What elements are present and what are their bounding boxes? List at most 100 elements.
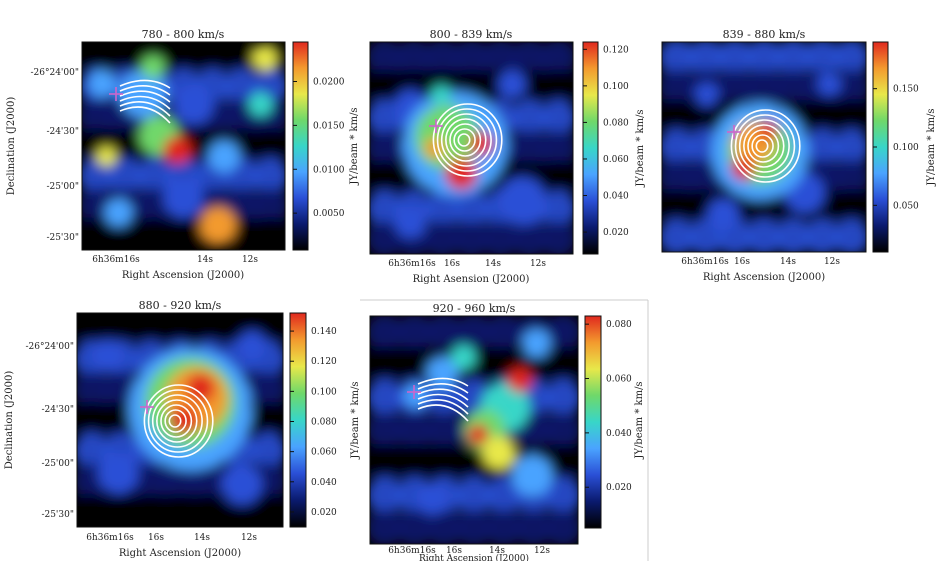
- colorbar-tick-label: 0.060: [606, 375, 632, 385]
- emission-cell: [131, 462, 170, 500]
- emission-cell: [544, 378, 578, 417]
- intensity-map: [662, 42, 866, 252]
- colorbar-tick-label: 0.020: [311, 508, 337, 518]
- colorbar-tick-label: 0.140: [311, 327, 337, 337]
- colorbar-tick-label: 0.080: [606, 320, 632, 330]
- map-frame: [76, 312, 284, 528]
- emission-blob: [415, 481, 450, 516]
- emission-cell: [136, 157, 173, 195]
- contour-overlay: [730, 109, 801, 183]
- channel-panel-5: 920 - 960 km/s 6h36m16s 16s 14s 12s Righ…: [369, 302, 645, 561]
- emission-cell: [455, 316, 493, 352]
- y-tick-label: -24'30": [41, 405, 74, 415]
- emission-blob: [163, 177, 204, 219]
- contour-line: [747, 129, 780, 163]
- emission-cell: [190, 462, 229, 500]
- emission-cell: [165, 216, 202, 250]
- colorbar-tick-label: 0.060: [603, 155, 629, 165]
- emission-cell: [803, 42, 841, 76]
- emission-blob: [199, 206, 237, 244]
- colorbar-tick-label: 0.060: [311, 448, 337, 458]
- emission-cell: [511, 99, 548, 137]
- emission-cell: [190, 313, 229, 348]
- emission-cell: [774, 218, 812, 252]
- colorbar-tick-label: 0.040: [606, 429, 632, 439]
- emission-cell: [803, 128, 841, 166]
- emission-blob: [694, 82, 720, 107]
- emission-cell: [425, 316, 464, 352]
- y-tick-label: -25'30": [46, 233, 79, 243]
- emission-cell: [453, 42, 490, 76]
- emission-cell: [424, 190, 461, 228]
- emission-cell: [832, 128, 866, 166]
- colorbar: 0.0200 0.0150 0.0100 0.0050: [292, 41, 345, 251]
- emission-cell: [136, 216, 173, 250]
- emission-cell: [370, 129, 403, 167]
- emission-cell: [165, 42, 202, 76]
- contour-line: [440, 113, 492, 167]
- emission-cell: [484, 316, 523, 352]
- emission-cell: [161, 492, 199, 527]
- emission-cell: [662, 42, 696, 76]
- position-marker: [407, 385, 421, 399]
- emission-cell: [370, 476, 404, 515]
- colorbar-tick-label: 0.150: [893, 85, 919, 95]
- emission-cell: [425, 443, 464, 482]
- colorbar-tick-label: 0.080: [603, 118, 629, 128]
- emission-blob: [88, 69, 117, 98]
- x-tick-label: 6h36m16s: [681, 257, 729, 267]
- emission-blob: [252, 46, 277, 71]
- emission-cell: [370, 68, 403, 106]
- emission-blob: [497, 70, 527, 99]
- emission-cell: [455, 508, 493, 544]
- colorbar-tick-label: 0.120: [311, 357, 337, 367]
- emission-cell: [249, 401, 283, 439]
- emission-cell: [131, 492, 170, 527]
- emission-cell: [424, 42, 461, 76]
- emission-cell: [194, 42, 231, 76]
- emission-cell: [544, 345, 578, 384]
- contour-overlay: [417, 377, 469, 422]
- emission-blob: [140, 54, 166, 80]
- channel-panel-3: 839 - 880 km/s 6h36m16s 16s 14s 12s Righ…: [661, 28, 937, 283]
- emission-cell: [395, 42, 432, 76]
- emission-cell: [455, 476, 493, 515]
- emission-cell: [511, 129, 548, 167]
- emission-cell: [484, 508, 523, 544]
- emission-cell: [482, 220, 519, 254]
- emission-blob: [394, 205, 427, 239]
- emission-cell: [77, 401, 111, 439]
- position-marker: [109, 87, 123, 101]
- map-frame: [81, 41, 286, 251]
- emission-cell: [370, 411, 404, 449]
- colorbar-tick-label: 0.120: [603, 45, 629, 55]
- emission-cell: [544, 316, 578, 352]
- contour-line: [168, 414, 182, 428]
- emission-cell: [662, 128, 696, 166]
- emission-blob: [482, 436, 516, 470]
- colorbar-tick-label: 0.020: [603, 228, 629, 238]
- emission-cell: [370, 316, 404, 352]
- contour-line: [151, 394, 203, 448]
- colorbar: 0.080 0.060 0.040 0.020: [584, 315, 632, 529]
- emission-blob: [91, 339, 125, 373]
- channel-panel-2: 800 - 839 km/s 6h36m16s 16s 14s 12s Righ…: [369, 28, 646, 285]
- emission-cell: [745, 42, 783, 76]
- contour-line: [119, 79, 171, 89]
- colorbar: 0.120 0.100 0.080 0.060 0.040 0.020: [582, 41, 629, 255]
- emission-cell: [803, 98, 841, 136]
- emission-blob: [97, 452, 139, 495]
- emission-blob: [511, 454, 554, 497]
- emission-cell: [395, 316, 434, 352]
- contour-line: [751, 134, 774, 158]
- emission-cell: [370, 508, 404, 544]
- colorbar-tick-label: 0.040: [311, 478, 337, 488]
- colorbar-tick-label: 0.040: [603, 192, 629, 202]
- colorbar: 0.150 0.100 0.050: [872, 41, 919, 253]
- emission-cell: [453, 220, 490, 254]
- contour-line: [119, 100, 171, 117]
- emission-cell: [252, 186, 285, 224]
- emission-cell: [832, 218, 866, 252]
- emission-cell: [662, 218, 696, 252]
- x-tick-label: 14s: [489, 546, 505, 556]
